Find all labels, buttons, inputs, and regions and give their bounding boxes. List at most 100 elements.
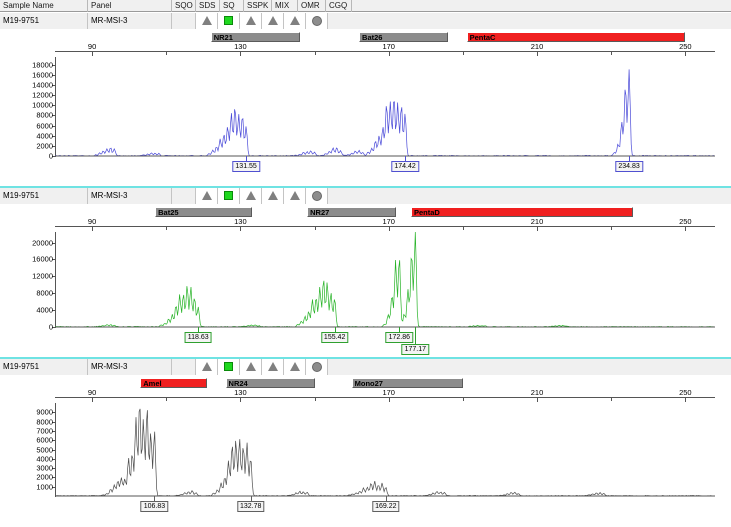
sample-name-cell[interactable]: M19-9751 — [0, 358, 88, 375]
triangle-gray-icon — [289, 362, 300, 371]
y-axis-tick — [52, 477, 56, 479]
x-axis-label: 210 — [530, 388, 544, 397]
marker-bin-pentad[interactable]: PentaD — [410, 207, 634, 217]
peak-size-label[interactable]: 132.78 — [236, 501, 265, 512]
column-header-sq[interactable]: SQ — [220, 0, 244, 12]
panel-name-cell[interactable]: MR-MSI-3 — [88, 187, 172, 204]
marker-bin-nr24[interactable]: NR24 — [225, 378, 315, 388]
quality-flag-cell-1[interactable] — [218, 12, 240, 29]
peak-size-label[interactable]: 177.17 — [401, 344, 429, 355]
x-axis-tick — [388, 227, 390, 231]
x-axis-minor-tick — [462, 52, 464, 55]
marker-bin-pentac[interactable]: PentaC — [466, 32, 686, 42]
x-axis-minor-tick — [611, 52, 613, 55]
x-axis-label: 90 — [87, 42, 97, 51]
sample-row[interactable]: M19-9751 MR-MSI-3 — [0, 12, 731, 29]
peak-size-label[interactable]: 155.42 — [320, 332, 349, 343]
quality-flag-cell-1[interactable] — [218, 358, 240, 375]
quality-flag-cell-5[interactable] — [306, 187, 328, 204]
panel-name-cell[interactable]: MR-MSI-3 — [88, 12, 172, 29]
quality-flag-cell-3[interactable] — [262, 187, 284, 204]
y-axis: 0 4000 8000 12000 16000 20000 — [32, 232, 56, 332]
quality-flag-cell-4[interactable] — [284, 187, 306, 204]
y-axis: 0 2000 4000 6000 8000 10000 12000 14000 16000 180… — [32, 57, 56, 161]
y-axis-label: 2000 — [36, 472, 53, 482]
triangle-gray-icon — [201, 362, 212, 371]
quality-flag-cell-0[interactable] — [196, 12, 218, 29]
y-axis-tick — [52, 115, 56, 117]
peak-size-label[interactable]: 234.83 — [615, 161, 643, 172]
y-axis-tick — [52, 84, 56, 86]
sample-name-cell[interactable]: M19-9751 — [0, 187, 88, 204]
x-axis: 90 130 170 210 250 — [55, 388, 715, 402]
x-axis-minor-tick — [166, 227, 168, 230]
peak-size-label[interactable]: 118.63 — [184, 332, 212, 343]
x-axis-minor-tick — [166, 52, 168, 55]
quality-flag-cell-2[interactable] — [240, 187, 262, 204]
marker-bin-bat26[interactable]: Bat26 — [359, 32, 449, 42]
column-header-sqo[interactable]: SQO — [172, 0, 196, 12]
quality-flag-cell-0[interactable] — [196, 187, 218, 204]
panel-name-cell[interactable]: MR-MSI-3 — [88, 358, 172, 375]
sqo-cell[interactable] — [172, 187, 196, 204]
sqo-cell[interactable] — [172, 358, 196, 375]
quality-flag-cell-1[interactable] — [218, 187, 240, 204]
x-axis-tick — [240, 227, 242, 231]
peak-label-leader-line — [154, 496, 156, 501]
sqo-cell[interactable] — [172, 12, 196, 29]
peak-size-label[interactable]: 131.55 — [232, 161, 260, 172]
quality-flag-cell-5[interactable] — [306, 12, 328, 29]
circle-gray-icon — [311, 190, 322, 201]
marker-bin-nr21[interactable]: NR21 — [210, 32, 300, 42]
triangle-gray-icon — [245, 16, 256, 25]
y-axis-label: 20000 — [32, 238, 53, 248]
y-axis: 1000 2000 3000 4000 5000 6000 7000 8000 9000 — [36, 403, 56, 497]
column-header-omr[interactable]: OMR — [298, 0, 326, 12]
quality-flag-cell-2[interactable] — [240, 358, 262, 375]
quality-flag-cell-0[interactable] — [196, 358, 218, 375]
y-axis-label: 4000 — [36, 454, 53, 464]
electropherogram-panel: M19-9751 MR-MSI-3 Amel NR24 Mono27 90 130 170 21… — [0, 357, 731, 527]
column-header-sspk[interactable]: SSPK — [244, 0, 272, 12]
marker-bin-bat25[interactable]: Bat25 — [155, 207, 252, 217]
sample-name-cell[interactable]: M19-9751 — [0, 12, 88, 29]
x-axis-tick — [240, 52, 242, 56]
peak-size-label[interactable]: 172.86 — [385, 332, 414, 343]
peak-label-leader-line — [629, 156, 631, 161]
peak-size-label[interactable]: 174.42 — [391, 161, 419, 172]
peak-size-label[interactable]: 169.22 — [372, 501, 400, 512]
quality-flag-cell-4[interactable] — [284, 358, 306, 375]
peak-label-leader-line — [399, 327, 401, 332]
sample-row[interactable]: M19-9751 MR-MSI-3 — [0, 358, 731, 375]
circle-gray-icon — [311, 15, 322, 26]
x-axis-minor-tick — [314, 52, 316, 55]
quality-flag-cell-3[interactable] — [262, 12, 284, 29]
x-axis-label: 130 — [234, 388, 247, 397]
square-green-icon — [224, 362, 233, 371]
marker-bin-mono27[interactable]: Mono27 — [351, 378, 463, 388]
quality-flag-cell-2[interactable] — [240, 12, 262, 29]
marker-bin-nr27[interactable]: NR27 — [307, 207, 397, 217]
y-axis-label: 9000 — [36, 407, 53, 417]
triangle-gray-icon — [289, 191, 300, 200]
y-axis-tick — [52, 74, 56, 76]
column-header-cgq[interactable]: CGQ — [326, 0, 352, 12]
y-axis-label: 3000 — [36, 463, 53, 473]
quality-flag-cell-5[interactable] — [306, 358, 328, 375]
peak-size-label[interactable]: 106.83 — [140, 501, 169, 512]
column-header-panel[interactable]: Panel — [88, 0, 172, 12]
quality-flag-cell-3[interactable] — [262, 358, 284, 375]
column-header-sds[interactable]: SDS — [196, 0, 220, 12]
column-header-sample-name[interactable]: Sample Name — [0, 0, 88, 12]
circle-gray-icon — [311, 361, 322, 372]
x-axis-minor-tick — [462, 398, 464, 401]
column-header-mix[interactable]: MIX — [272, 0, 298, 12]
marker-bin-amel[interactable]: Amel — [140, 378, 207, 388]
sample-row[interactable]: M19-9751 MR-MSI-3 — [0, 187, 731, 204]
y-axis-label: 6000 — [36, 435, 53, 445]
x-axis-label: 90 — [87, 388, 97, 397]
y-axis-tick — [52, 105, 56, 107]
x-axis-label: 250 — [679, 217, 692, 226]
quality-flag-cell-4[interactable] — [284, 12, 306, 29]
row-tail — [328, 12, 731, 29]
